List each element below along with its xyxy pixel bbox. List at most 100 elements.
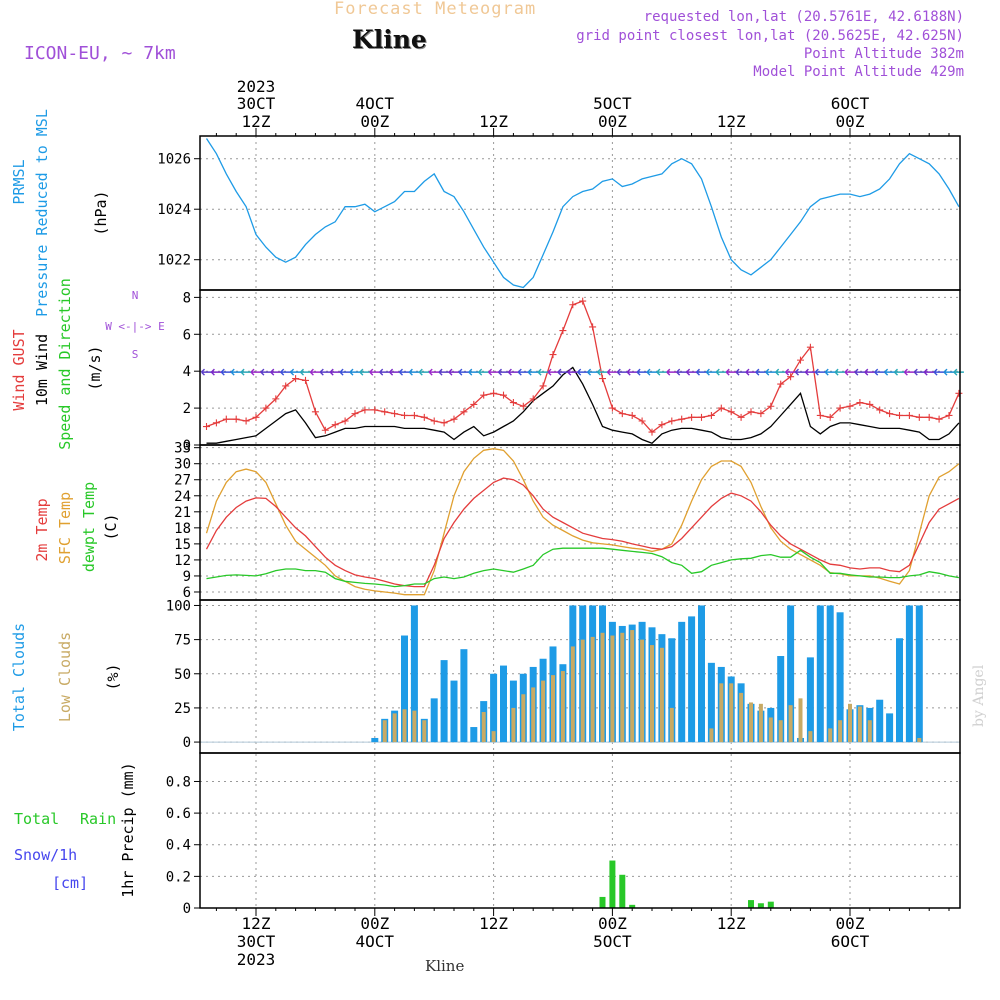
- temp-units-label: (C): [102, 513, 120, 540]
- wind-direction-arrow: [418, 368, 430, 376]
- wind-direction-arrow: [498, 368, 509, 376]
- wind-direction-arrow: [656, 368, 667, 376]
- ytick-label: 0: [183, 735, 191, 751]
- total-clouds-bar: [440, 660, 448, 743]
- wind-direction-arrow: [399, 368, 410, 376]
- gust-marker: [777, 380, 785, 388]
- rain-bar: [748, 900, 754, 908]
- wind-direction-arrow: [260, 368, 271, 376]
- low-clouds-bar: [808, 731, 813, 743]
- total-clouds-bar: [688, 616, 696, 743]
- gust-marker: [282, 382, 290, 390]
- gust-marker: [668, 417, 676, 425]
- wind-direction-arrow: [686, 368, 697, 376]
- total-clouds-bar: [826, 605, 834, 743]
- requested-coords: requested lon,lat (20.5761E, 42.6188N): [643, 9, 964, 25]
- panel-frame: [199, 752, 961, 909]
- gust-marker: [737, 413, 745, 421]
- compass-west-east: W <-|-> E: [105, 320, 165, 333]
- gust-marker: [698, 413, 705, 421]
- gust-marker: [599, 375, 606, 383]
- time-label-bottom-hour: 00Z: [836, 914, 865, 933]
- gust-marker: [688, 413, 696, 421]
- wind-direction-arrow: [824, 368, 836, 376]
- low-clouds-bar: [580, 639, 585, 743]
- wind-direction-arrow: [379, 368, 390, 376]
- wind-direction-arrow: [854, 368, 865, 376]
- pressure-series: [205, 138, 960, 289]
- low-clouds-bar: [521, 694, 526, 743]
- total-clouds-bar: [401, 635, 408, 743]
- gust-marker: [222, 415, 230, 423]
- footer-location: Kline: [425, 957, 465, 975]
- dewpt-series: [206, 547, 960, 588]
- gust-marker: [232, 415, 240, 423]
- gust-marker: [648, 428, 656, 436]
- low-clouds-bar: [669, 707, 674, 743]
- low-clouds-bar: [570, 646, 575, 743]
- wind-direction-arrow: [369, 368, 380, 376]
- wind-direction-arrow: [567, 368, 578, 376]
- low-clouds-bar: [630, 630, 635, 743]
- wind-direction-arrow: [201, 368, 212, 376]
- time-label-top-hour: 12Z: [242, 112, 271, 131]
- gust-marker: [262, 404, 270, 412]
- total-clouds-bar: [905, 605, 913, 743]
- gust-marker: [391, 410, 399, 418]
- wind-direction-arrow: [894, 368, 905, 376]
- wind-direction-arrow: [735, 368, 747, 376]
- ytick-label: 27: [174, 473, 191, 489]
- low-clouds-bar: [610, 635, 615, 743]
- wind-direction-arrow: [795, 368, 806, 376]
- low-clouds-bar: [640, 639, 645, 743]
- low-clouds-bar: [758, 703, 763, 743]
- wind-direction-arrow: [804, 368, 816, 376]
- low-clouds-bar: [749, 702, 753, 743]
- wind-direction-arrow: [547, 368, 558, 376]
- time-label-top-date: 5OCT: [593, 94, 632, 113]
- gust-marker: [440, 419, 448, 427]
- ytick-label: 12: [174, 553, 191, 569]
- temp-2m-label: 2m Temp: [33, 498, 51, 561]
- low-clouds-bar: [828, 728, 833, 743]
- ytick-label: 30: [174, 457, 191, 473]
- wind-direction-arrow: [349, 368, 360, 376]
- wind-direction-arrow: [309, 368, 321, 376]
- gust-marker: [589, 323, 597, 331]
- gust-marker: [727, 408, 735, 416]
- wind-direction-arrow: [557, 368, 568, 376]
- wind-speed-dir-label: Speed and Direction: [56, 278, 74, 450]
- total-clouds-bar: [876, 699, 884, 743]
- wind-direction-arrow: [438, 368, 450, 376]
- ytick-label: 6: [183, 327, 191, 343]
- time-label-top-date: 30CT: [237, 94, 276, 113]
- wind-10m-label: 10m Wind: [33, 334, 51, 406]
- gust-marker: [252, 413, 260, 421]
- wind-direction-arrow: [666, 368, 677, 376]
- low-clouds-bar: [709, 728, 714, 743]
- wind-direction-arrow: [913, 368, 925, 376]
- wind-direction-arrow: [517, 368, 529, 376]
- gust-marker: [480, 391, 488, 399]
- wind-direction-arrow: [745, 368, 756, 376]
- gust-marker: [509, 399, 517, 407]
- gust-marker: [371, 406, 379, 414]
- ytick-label: 0.2: [166, 869, 191, 885]
- gust-marker: [331, 421, 339, 429]
- ytick-label: 50: [174, 667, 191, 683]
- low-clouds-bar: [739, 692, 744, 743]
- gust-marker: [608, 404, 616, 412]
- gust-marker: [826, 413, 834, 421]
- gust-marker: [915, 413, 923, 421]
- gust-marker: [351, 410, 359, 418]
- low-clouds-bar: [798, 698, 803, 743]
- low-clouds-bar: [481, 712, 486, 743]
- wind-direction-arrow: [616, 368, 628, 376]
- total-clouds-bar: [816, 605, 824, 743]
- gust-marker: [846, 402, 854, 410]
- ytick-label: 0.4: [166, 838, 191, 854]
- gust-marker: [747, 408, 755, 416]
- wind-direction-arrow: [577, 368, 588, 376]
- model-altitude: Model Point Altitude 429m: [753, 64, 964, 80]
- ytick-label: 0: [183, 438, 191, 454]
